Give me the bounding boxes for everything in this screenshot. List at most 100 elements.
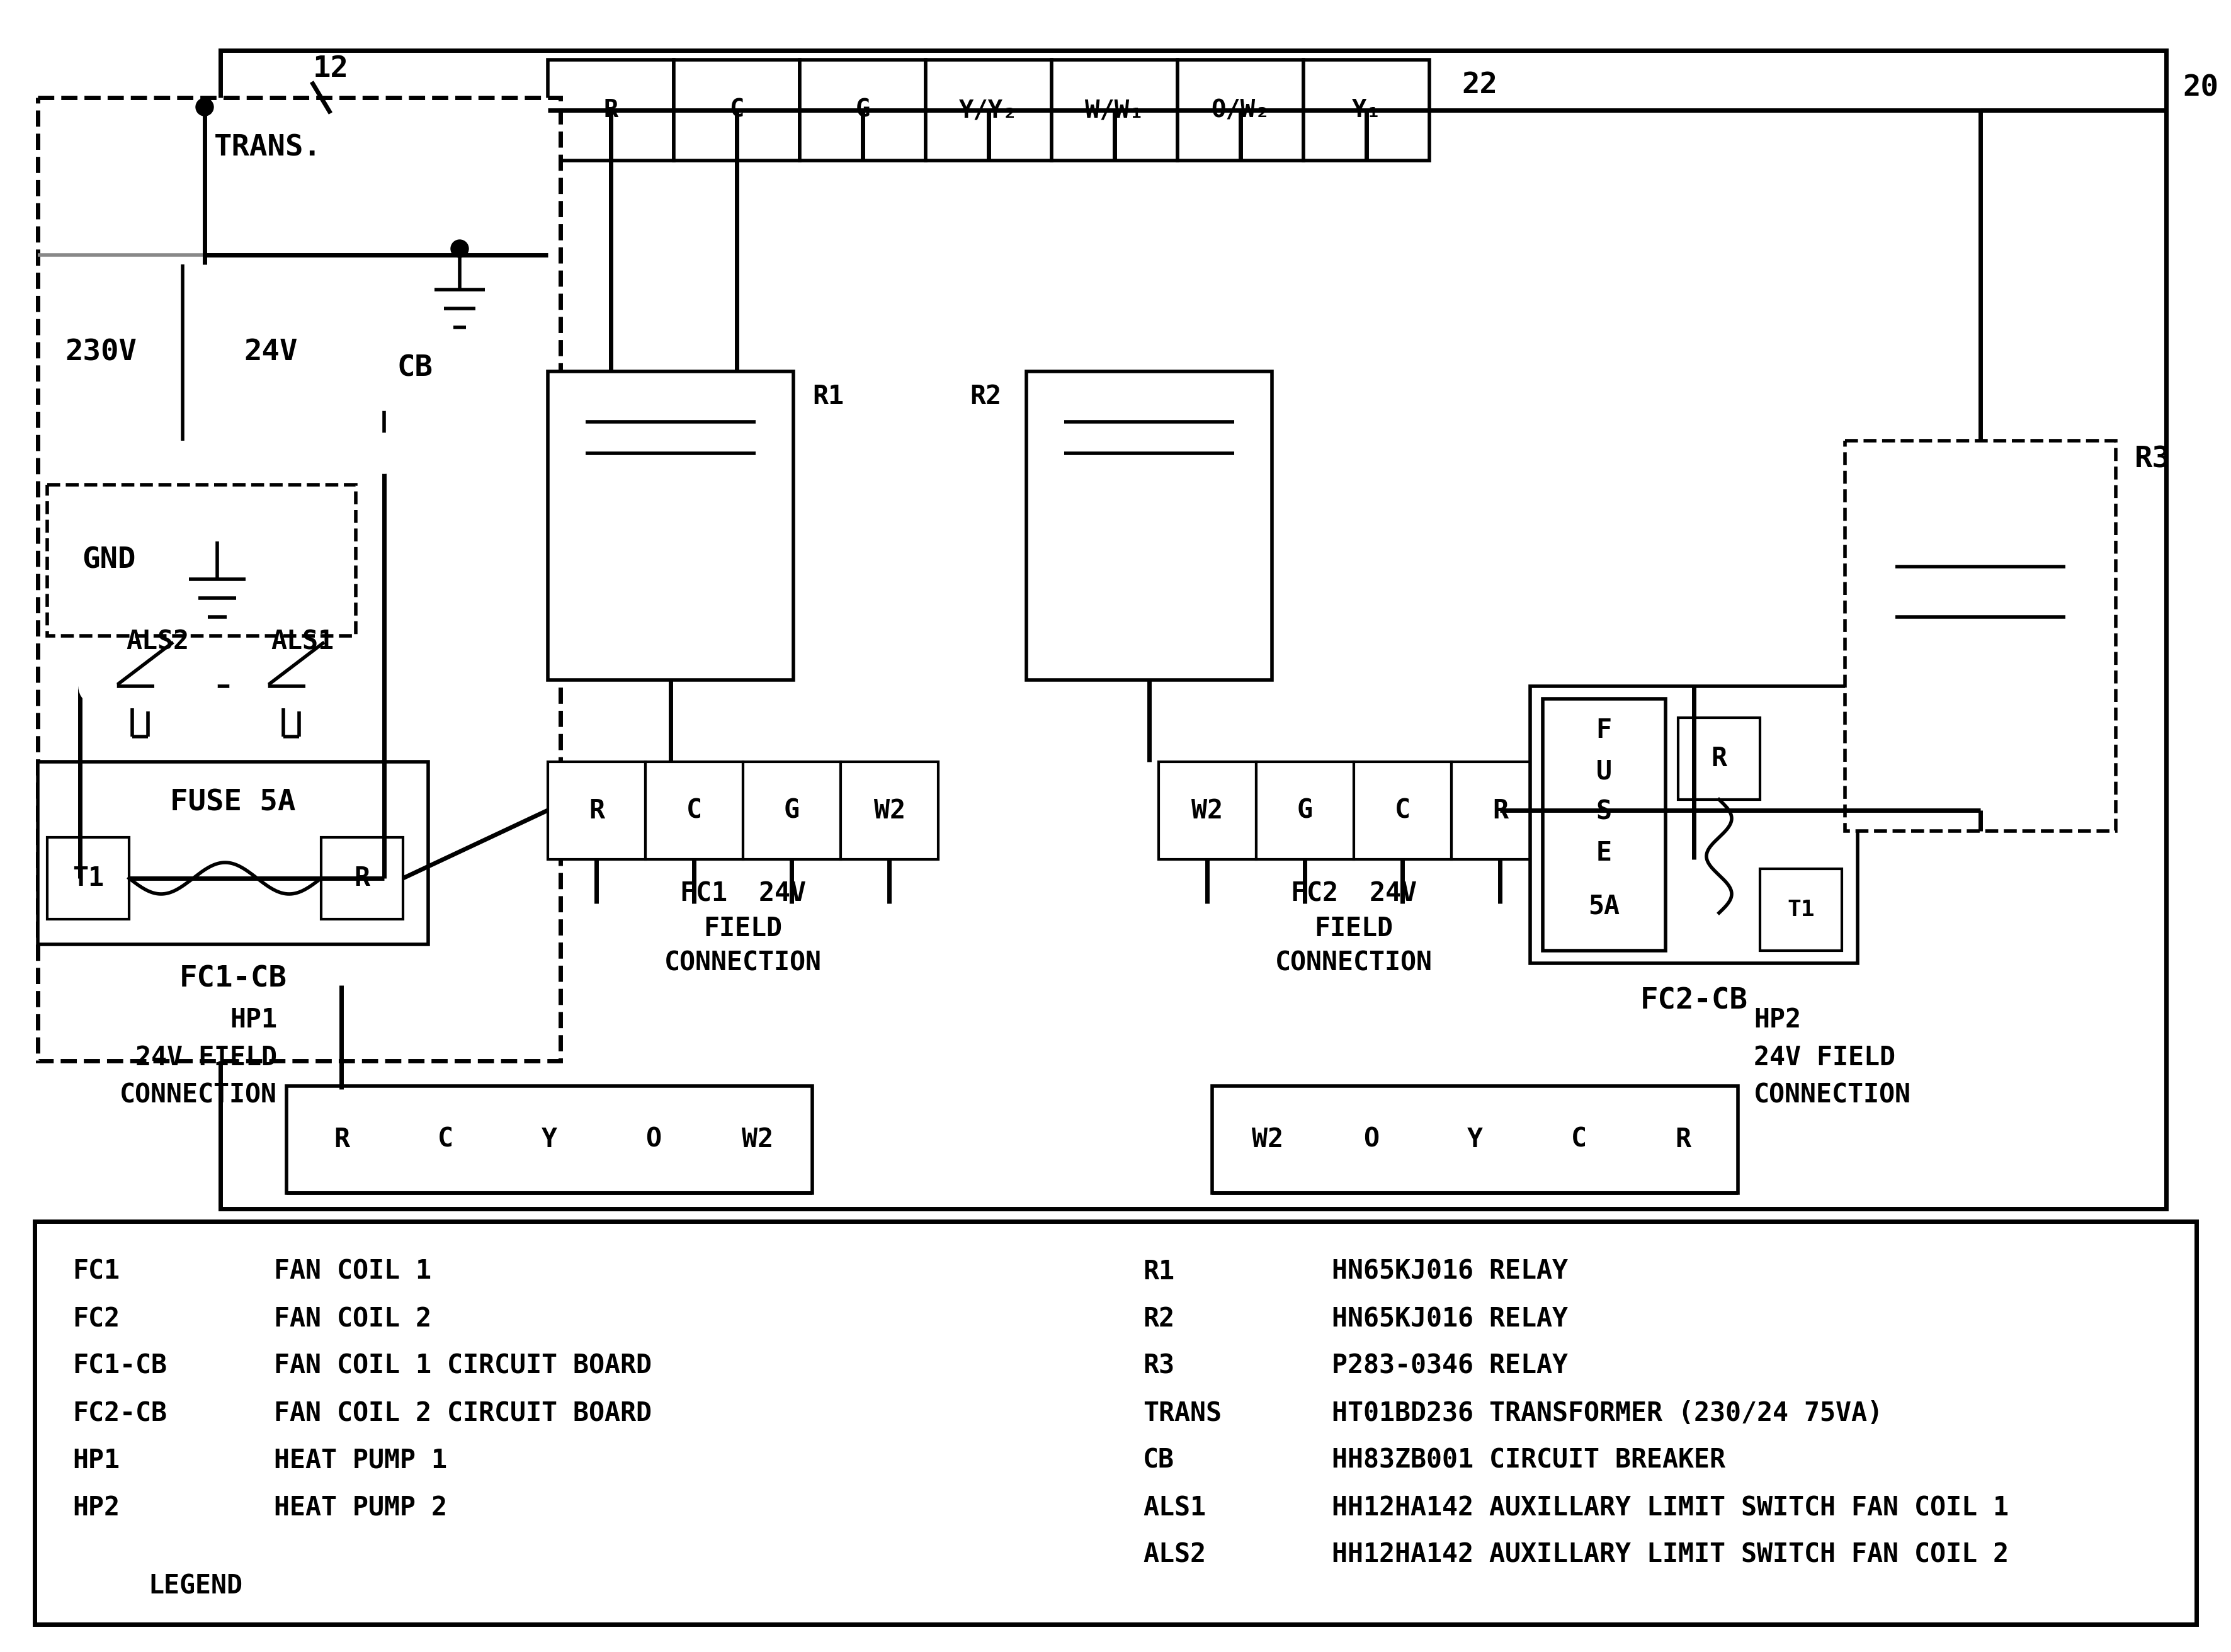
Bar <box>602 1089 705 1189</box>
Text: HP2: HP2 <box>71 1495 120 1521</box>
Text: HP1: HP1 <box>230 1006 277 1032</box>
Text: T1: T1 <box>71 866 105 892</box>
Text: CONNECTION: CONNECTION <box>1276 950 1432 976</box>
Text: U: U <box>1595 758 1611 785</box>
Text: CB: CB <box>397 354 433 383</box>
Text: S: S <box>1595 800 1611 826</box>
Bar <box>38 762 428 945</box>
Circle shape <box>1118 585 1180 649</box>
Text: 24V FIELD: 24V FIELD <box>1754 1044 1896 1070</box>
Text: R1: R1 <box>1142 1259 1174 1285</box>
Text: ALS2: ALS2 <box>125 629 190 656</box>
Bar <box>674 59 799 160</box>
Bar <box>1845 441 2115 831</box>
Bar <box>1158 762 1256 859</box>
Text: FC1  24V: FC1 24V <box>680 881 805 907</box>
Bar <box>1216 1089 1319 1189</box>
Bar <box>498 1089 602 1189</box>
Circle shape <box>80 669 116 704</box>
Circle shape <box>366 372 404 410</box>
Bar <box>1319 1089 1423 1189</box>
Bar <box>221 50 2166 1209</box>
Text: FAN COIL 2 CIRCUIT BOARD: FAN COIL 2 CIRCUIT BOARD <box>274 1401 651 1427</box>
Text: R3: R3 <box>1142 1353 1174 1379</box>
Text: HT01BD236 TRANSFORMER (230/24 75VA): HT01BD236 TRANSFORMER (230/24 75VA) <box>1332 1401 1883 1427</box>
Bar <box>1354 762 1452 859</box>
Bar <box>1051 59 1178 160</box>
Text: E: E <box>1595 839 1611 866</box>
Bar <box>36 1221 2195 1624</box>
Bar <box>841 762 939 859</box>
Text: CONNECTION: CONNECTION <box>1754 1082 1912 1108</box>
Bar <box>705 1089 810 1189</box>
Text: C: C <box>1571 1127 1586 1153</box>
Text: C: C <box>687 798 703 824</box>
Text: CONNECTION: CONNECTION <box>120 1082 277 1108</box>
Text: HH83ZB001 CIRCUIT BREAKER: HH83ZB001 CIRCUIT BREAKER <box>1332 1447 1725 1474</box>
Text: R2: R2 <box>1142 1305 1174 1332</box>
Text: FC2-CB: FC2-CB <box>1640 986 1747 1016</box>
Bar <box>799 59 926 160</box>
Bar <box>286 1085 812 1193</box>
Text: ALS2: ALS2 <box>1142 1541 1207 1568</box>
Circle shape <box>1950 717 2012 781</box>
Text: R: R <box>1493 798 1508 824</box>
Bar <box>1423 1089 1526 1189</box>
Bar <box>743 762 841 859</box>
Text: Y: Y <box>1468 1127 1484 1153</box>
Text: FC2-CB: FC2-CB <box>71 1401 167 1427</box>
Bar <box>1211 1085 1738 1193</box>
Text: FUSE 5A: FUSE 5A <box>170 788 297 816</box>
Text: FAN COIL 1 CIRCUIT BOARD: FAN COIL 1 CIRCUIT BOARD <box>274 1353 651 1379</box>
Text: O: O <box>1363 1127 1379 1153</box>
Text: TRANS: TRANS <box>1142 1401 1223 1427</box>
Text: FC2  24V: FC2 24V <box>1292 881 1417 907</box>
Text: 20: 20 <box>2182 74 2218 102</box>
Bar <box>290 1089 393 1189</box>
Text: W2: W2 <box>1252 1127 1283 1153</box>
Bar <box>321 838 404 919</box>
Text: HEAT PUMP 1: HEAT PUMP 1 <box>274 1447 446 1474</box>
Text: HP1: HP1 <box>71 1447 120 1474</box>
Bar <box>1760 869 1843 950</box>
Text: 24V FIELD: 24V FIELD <box>136 1044 277 1070</box>
Text: LEGEND: LEGEND <box>147 1573 243 1599</box>
Text: FC1: FC1 <box>71 1259 120 1285</box>
Text: W/W₁: W/W₁ <box>1084 97 1145 122</box>
Circle shape <box>181 669 216 704</box>
Text: HN65KJ016 RELAY: HN65KJ016 RELAY <box>1332 1259 1568 1285</box>
Text: HP2: HP2 <box>1754 1006 1800 1032</box>
Text: G: G <box>1296 798 1312 824</box>
Text: FC2: FC2 <box>71 1305 120 1332</box>
Text: 12: 12 <box>312 55 348 83</box>
Text: R: R <box>602 97 618 122</box>
Bar <box>645 762 743 859</box>
Circle shape <box>451 240 469 258</box>
Text: R: R <box>355 866 370 892</box>
Text: CONNECTION: CONNECTION <box>665 950 821 976</box>
Text: W2: W2 <box>1191 798 1223 824</box>
Text: CB: CB <box>1142 1447 1174 1474</box>
Text: R1: R1 <box>812 383 843 410</box>
Text: C: C <box>1394 798 1410 824</box>
Bar <box>549 372 794 681</box>
Text: G: G <box>783 798 799 824</box>
Text: FAN COIL 2: FAN COIL 2 <box>274 1305 431 1332</box>
Bar <box>549 762 645 859</box>
Bar <box>1452 762 1548 859</box>
Text: G: G <box>854 97 870 122</box>
Text: 24V: 24V <box>243 339 297 367</box>
Text: HN65KJ016 RELAY: HN65KJ016 RELAY <box>1332 1305 1568 1332</box>
Bar <box>393 1089 498 1189</box>
Text: ALS1: ALS1 <box>270 629 335 656</box>
Bar <box>1256 762 1354 859</box>
Text: R3: R3 <box>2135 446 2171 474</box>
Bar <box>47 484 355 636</box>
Text: FAN COIL 1: FAN COIL 1 <box>274 1259 431 1285</box>
Text: O/W₂: O/W₂ <box>1211 97 1269 122</box>
Text: 230V: 230V <box>65 339 136 367</box>
Text: FC1-CB: FC1-CB <box>71 1353 167 1379</box>
Text: HEAT PUMP 2: HEAT PUMP 2 <box>274 1495 446 1521</box>
Text: R: R <box>335 1127 350 1153</box>
Bar <box>1303 59 1430 160</box>
